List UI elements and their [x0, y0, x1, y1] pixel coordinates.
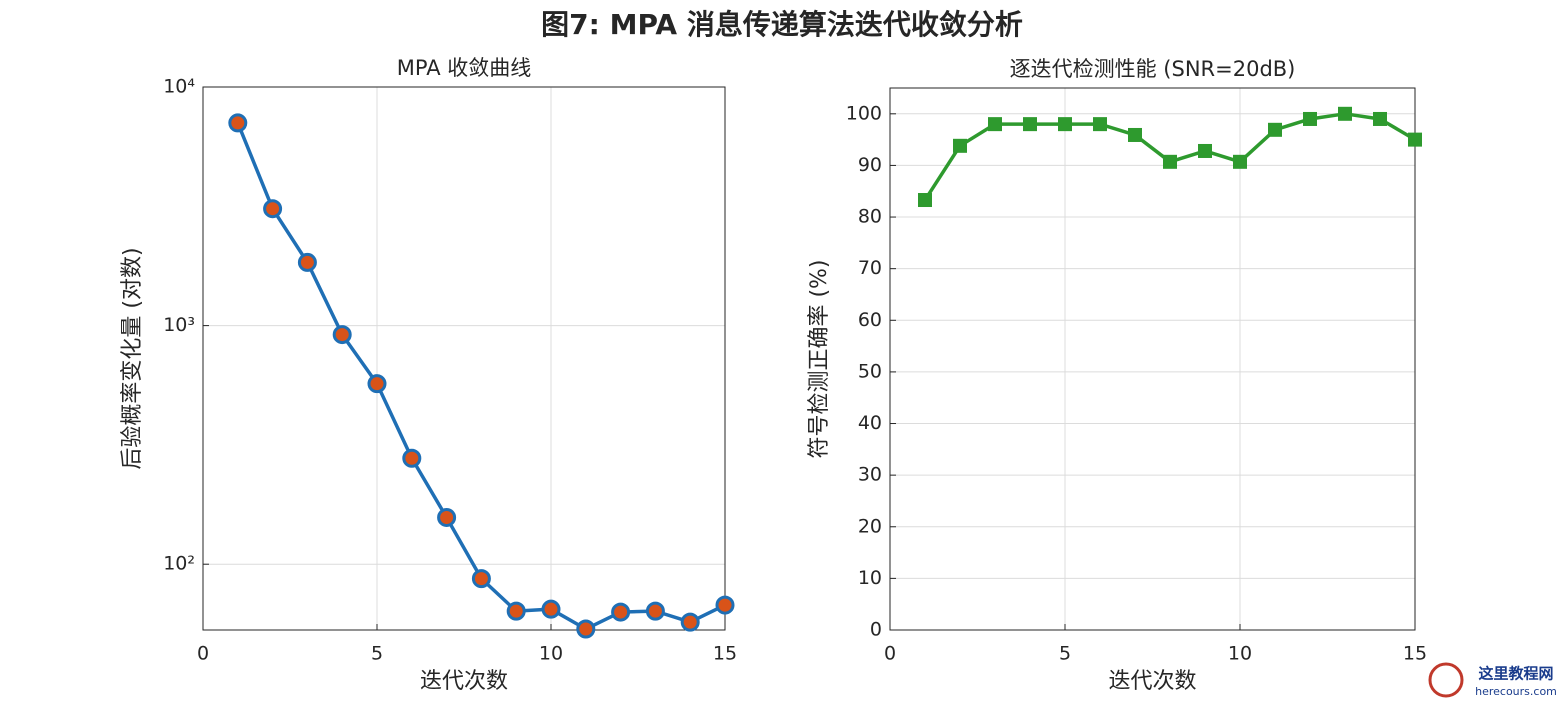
- marker: [1303, 111, 1317, 126]
- y-tick-label: 10⁴: [163, 76, 195, 98]
- x-tick-label: 15: [713, 643, 737, 665]
- plot-area: [890, 88, 1415, 630]
- y-tick-label: 60: [858, 309, 882, 331]
- watermark-name: 这里教程网: [1478, 665, 1553, 683]
- x-axis-label: 迭代次数: [420, 669, 508, 694]
- y-tick-label: 80: [858, 206, 882, 228]
- x-tick-label: 10: [539, 643, 563, 665]
- marker: [541, 599, 561, 619]
- panel-title: MPA 收敛曲线: [397, 56, 531, 80]
- x-tick-label: 0: [197, 643, 209, 665]
- y-tick-label: 40: [858, 412, 882, 434]
- marker: [367, 374, 387, 394]
- x-tick-label: 0: [884, 643, 896, 665]
- y-axis-label: 后验概率变化量 (对数): [120, 247, 145, 469]
- marker: [680, 612, 700, 632]
- watermark: 这里教程网 herecours.com: [1428, 662, 1557, 698]
- y-tick-label: 50: [858, 360, 882, 382]
- y-tick-label: 10²: [163, 553, 195, 575]
- figure-title: 图7: MPA 消息传递算法迭代收敛分析: [541, 8, 1023, 41]
- marker: [506, 601, 526, 621]
- panel: 0 5 10 15 0 10 20 30 40 50 60 70 80 90 100 逐迭代检测性能 (SNR…: [807, 57, 1427, 694]
- y-tick-label: 100: [846, 102, 882, 124]
- marker: [988, 117, 1002, 132]
- marker: [715, 595, 735, 615]
- x-tick-label: 5: [1059, 643, 1071, 665]
- x-tick-label: 5: [371, 643, 383, 665]
- plot-frame: [202, 86, 726, 631]
- marker: [611, 602, 631, 622]
- y-tick-label: 10: [858, 567, 882, 589]
- y-tick-label: 70: [858, 257, 882, 279]
- x-axis-label: 迭代次数: [1108, 669, 1196, 694]
- marker: [1128, 127, 1142, 142]
- x-tick-label: 15: [1403, 643, 1427, 665]
- y-axis-label: 符号检测正确率 (%): [807, 259, 832, 458]
- y-tick-label: 0: [870, 619, 882, 641]
- marker: [471, 569, 491, 589]
- plot-area: [203, 87, 725, 630]
- marker: [228, 113, 248, 133]
- marker: [645, 601, 665, 621]
- marker: [437, 507, 457, 527]
- marker: [918, 193, 932, 208]
- watermark-logo: [1428, 662, 1464, 698]
- marker: [953, 138, 967, 153]
- marker: [1338, 106, 1352, 121]
- marker: [1163, 154, 1177, 169]
- marker: [1093, 117, 1107, 132]
- marker: [576, 619, 596, 639]
- y-tick-label: 10³: [163, 314, 195, 336]
- y-tick-label: 20: [858, 515, 882, 537]
- marker: [1058, 117, 1072, 132]
- marker: [1408, 132, 1422, 147]
- marker: [332, 325, 352, 345]
- plot-frame: [889, 87, 1416, 631]
- marker: [1233, 154, 1247, 169]
- marker: [1023, 117, 1037, 132]
- y-tick-label: 30: [858, 464, 882, 486]
- y-tick-label: 90: [858, 154, 882, 176]
- panel-title: 逐迭代检测性能 (SNR=20dB): [1010, 57, 1296, 81]
- watermark-url: herecours.com: [1475, 685, 1557, 698]
- marker: [1198, 143, 1212, 158]
- marker: [1373, 111, 1387, 126]
- marker: [263, 199, 283, 219]
- marker: [1268, 122, 1282, 137]
- marker: [297, 252, 317, 272]
- marker: [402, 448, 422, 468]
- x-tick-label: 10: [1228, 643, 1252, 665]
